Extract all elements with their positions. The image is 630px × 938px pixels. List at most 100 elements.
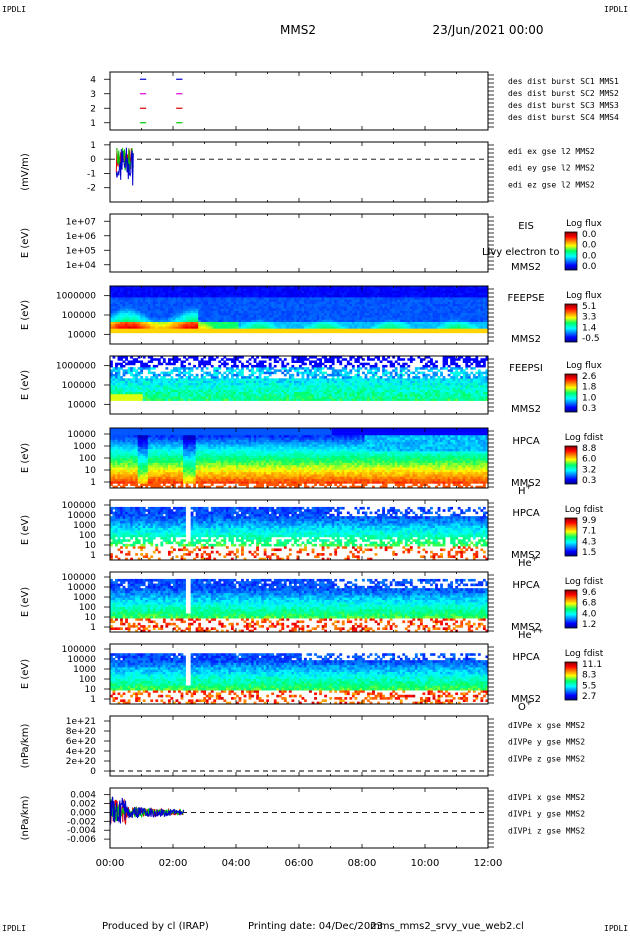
spectrogram-cell — [223, 328, 226, 331]
spectrogram-cell — [312, 302, 315, 305]
spectrogram-cell — [218, 378, 221, 381]
spectrogram-cell — [322, 317, 325, 320]
spectrogram-cell — [115, 304, 118, 307]
spectrogram-cell — [319, 372, 322, 375]
spectrogram-cell — [319, 313, 322, 316]
spectrogram-cell — [206, 328, 209, 331]
spectrogram-cell — [344, 299, 347, 302]
spectrogram-cell — [143, 396, 146, 399]
spectrogram-cell — [400, 326, 403, 329]
spectrogram-cell — [334, 372, 337, 375]
spectrogram-cell — [196, 398, 199, 401]
spectrogram-cell — [465, 328, 468, 331]
spectrogram-cell — [130, 378, 133, 381]
spectrogram-cell — [236, 304, 239, 307]
spectrogram-cell — [191, 331, 194, 334]
spectrogram-cell — [450, 299, 453, 302]
spectrogram-cell — [138, 383, 141, 386]
spectrogram-cell — [128, 290, 131, 293]
spectrogram-cell — [329, 295, 332, 298]
spectrogram-cell — [236, 376, 239, 379]
spectrogram-cell — [334, 385, 337, 388]
spectrogram-cell — [359, 326, 362, 329]
spectrogram-cell — [140, 311, 143, 314]
spectrogram-cell — [120, 302, 123, 305]
spectrogram-cell — [445, 306, 448, 309]
spectrogram-cell — [170, 389, 173, 392]
spectrogram-cell — [322, 381, 325, 384]
spectrogram-cell — [352, 299, 355, 302]
spectrogram-cell — [259, 365, 262, 368]
spectrogram-cell — [176, 398, 179, 401]
spectrogram-cell — [173, 304, 176, 307]
spectrogram-cell — [170, 387, 173, 390]
spectrogram-cell — [309, 378, 312, 381]
spectrogram-cell — [158, 378, 161, 381]
spectrogram-cell — [181, 389, 184, 392]
spectrogram-cell — [135, 358, 138, 361]
spectrogram-cell — [115, 394, 118, 397]
spectrogram-cell — [120, 376, 123, 379]
spectrogram-cell — [115, 290, 118, 293]
spectrogram-cell — [299, 306, 302, 309]
spectrogram-cell — [286, 387, 289, 390]
spectrogram-cell — [226, 322, 229, 325]
spectrogram-cell — [428, 306, 431, 309]
spectrogram-cell — [269, 297, 272, 300]
spectrogram-cell — [261, 315, 264, 318]
spectrogram-cell — [228, 387, 231, 390]
spectrogram-cell — [294, 367, 297, 370]
spectrogram-cell — [370, 328, 373, 331]
spectrogram-cell — [445, 299, 448, 302]
spectrogram-cell — [319, 322, 322, 325]
spectrogram-cell — [150, 398, 153, 401]
spectrogram-cell — [181, 383, 184, 386]
spectrogram-cell — [244, 389, 247, 392]
spectrogram-cell — [296, 385, 299, 388]
spectrogram-cell — [397, 326, 400, 329]
spectrogram-cell — [420, 324, 423, 327]
spectrogram-cell — [445, 328, 448, 331]
spectrogram-cell — [296, 398, 299, 401]
spectrogram-cell — [448, 331, 451, 334]
spectrogram-cell — [155, 304, 158, 307]
spectrogram-cell — [279, 288, 282, 291]
spectrogram-cell — [400, 324, 403, 327]
spectrogram-cell — [120, 324, 123, 327]
spectrogram-cell — [188, 383, 191, 386]
spectrogram-cell — [246, 331, 249, 334]
spectrogram-cell — [203, 304, 206, 307]
spectrogram-cell — [160, 322, 163, 325]
spectrogram-cell — [395, 313, 398, 316]
spectrogram-cell — [186, 372, 189, 375]
spectrogram-cell — [304, 322, 307, 325]
spectrogram-cell — [241, 288, 244, 291]
spectrogram-cell — [173, 396, 176, 399]
spectrogram-cell — [274, 315, 277, 318]
spectrogram-cell — [251, 374, 254, 377]
spectrogram-cell — [120, 381, 123, 384]
spectrogram-cell — [208, 315, 211, 318]
spectrogram-cell — [264, 398, 267, 401]
spectrogram-cell — [143, 304, 146, 307]
spectrogram-cell — [390, 288, 393, 291]
spectrogram-cell — [433, 295, 436, 298]
spectrogram-cell — [153, 374, 156, 377]
spectrogram-cell — [153, 308, 156, 311]
spectrogram-cell — [158, 311, 161, 314]
spectrogram-cell — [140, 392, 143, 395]
spectrogram-cell — [115, 396, 118, 399]
spectrogram-cell — [113, 306, 116, 309]
spectrogram-cell — [259, 389, 262, 392]
spectrogram-cell — [236, 315, 239, 318]
spectrogram-cell — [329, 358, 332, 361]
spectrogram-cell — [160, 317, 163, 320]
spectrogram-cell — [390, 326, 393, 329]
spectrogram-cell — [387, 331, 390, 334]
spectrogram-cell — [138, 299, 141, 302]
spectrogram-cell — [241, 374, 244, 377]
spectrogram-cell — [312, 328, 315, 331]
spectrogram-cell — [163, 295, 166, 298]
spectrogram-cell — [271, 295, 274, 298]
spectrogram-cell — [138, 392, 141, 395]
